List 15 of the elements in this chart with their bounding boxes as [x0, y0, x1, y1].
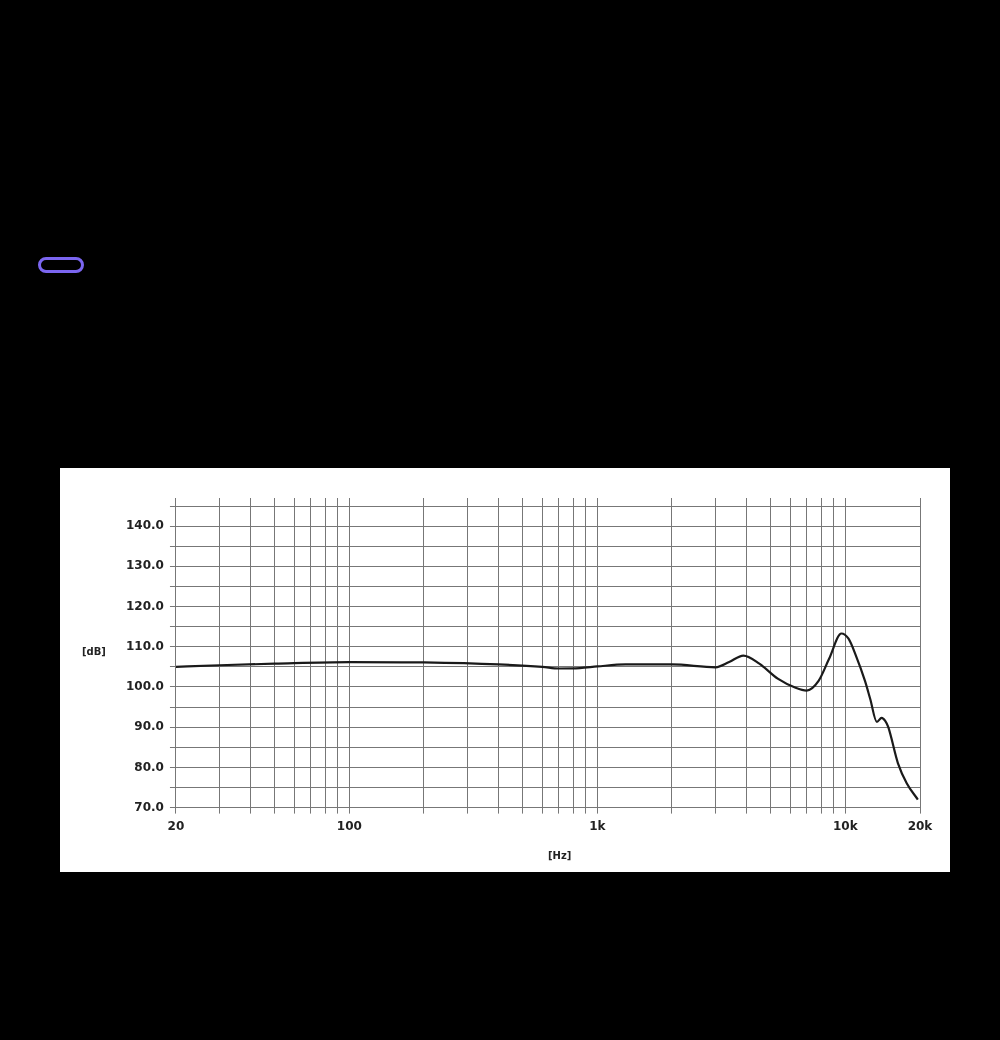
x-axis-title: [Hz]	[548, 850, 572, 861]
y-tick-label: 130.0	[125, 558, 164, 573]
y-tick-label: 90.0	[134, 719, 164, 734]
x-tick-label: 20	[167, 818, 185, 833]
x-tick-label: 20k	[907, 818, 934, 833]
x-tick-label: 100	[336, 818, 362, 833]
y-tick-label: 100.0	[125, 679, 164, 694]
y-tick-label: 140.0	[125, 518, 164, 533]
x-tick-label: 10k	[833, 818, 859, 833]
y-tick-label: 80.0	[134, 759, 164, 774]
y-axis-title: [dB]	[82, 646, 106, 657]
x-tick-label: 1k	[589, 818, 607, 833]
y-tick-label: 120.0	[125, 598, 164, 613]
y-tick-label: 110.0	[125, 638, 164, 653]
y-tick-label: 70.0	[134, 799, 164, 814]
